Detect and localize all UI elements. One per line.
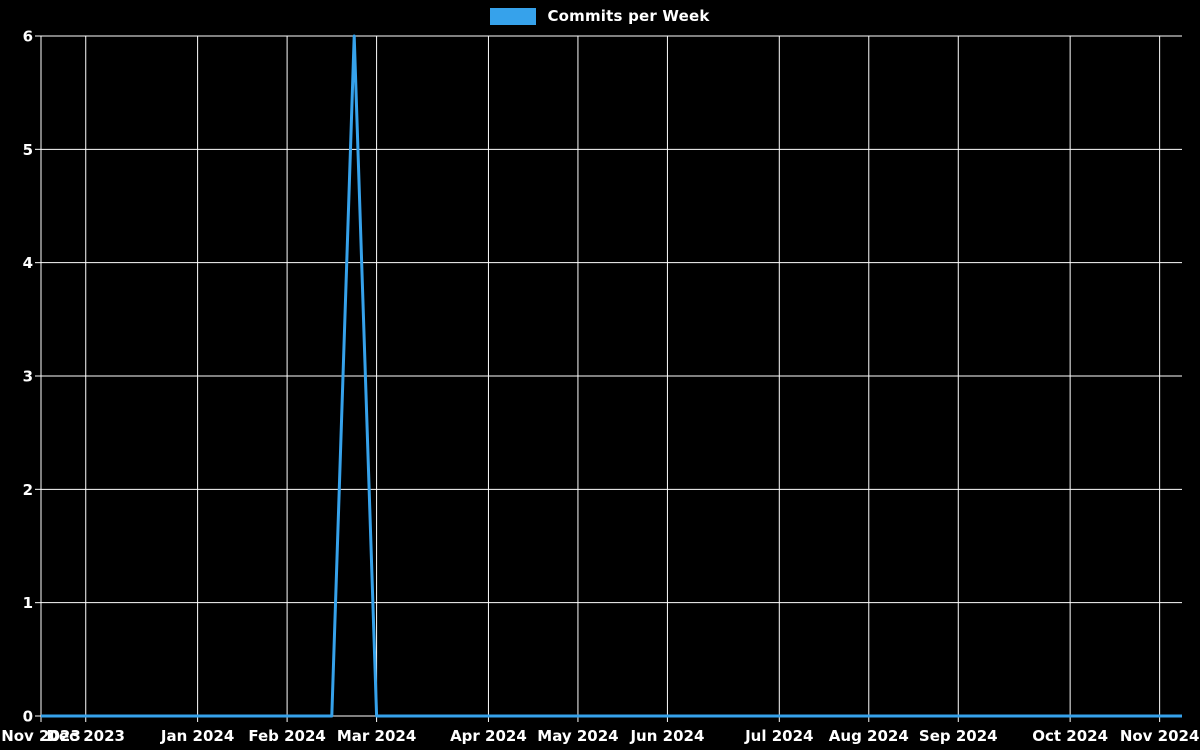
y-tick-label: 3 — [23, 368, 33, 386]
legend-label: Commits per Week — [547, 7, 710, 25]
x-tick-label: Aug 2024 — [829, 727, 909, 745]
x-tick-label: Nov 2023 — [1, 727, 81, 745]
x-tick-label: Nov 2024 — [1120, 727, 1200, 745]
x-tick-label: Apr 2024 — [450, 727, 527, 745]
x-tick-label: Jun 2024 — [629, 727, 704, 745]
y-tick-label: 5 — [23, 141, 33, 159]
x-tick-label: Oct 2024 — [1032, 727, 1108, 745]
chart-legend: Commits per Week — [0, 8, 1200, 25]
y-tick-label: 0 — [23, 708, 33, 726]
y-tick-label: 1 — [23, 594, 33, 612]
x-tick-label: Jul 2024 — [744, 727, 813, 745]
legend-item-commits-per-week[interactable]: Commits per Week — [490, 8, 709, 25]
x-tick-label: Jan 2024 — [160, 727, 234, 745]
x-tick-label: Mar 2024 — [337, 727, 416, 745]
legend-swatch-icon — [490, 8, 537, 25]
y-tick-label: 6 — [23, 28, 33, 46]
x-tick-label: Sep 2024 — [919, 727, 998, 745]
x-tick-label: May 2024 — [537, 727, 618, 745]
y-tick-label: 2 — [23, 481, 33, 499]
commits-line-series — [41, 34, 1182, 718]
y-tick-label: 4 — [23, 254, 33, 272]
x-tick-label: Dec 2023 — [46, 727, 125, 745]
x-tick-label: Feb 2024 — [248, 727, 326, 745]
